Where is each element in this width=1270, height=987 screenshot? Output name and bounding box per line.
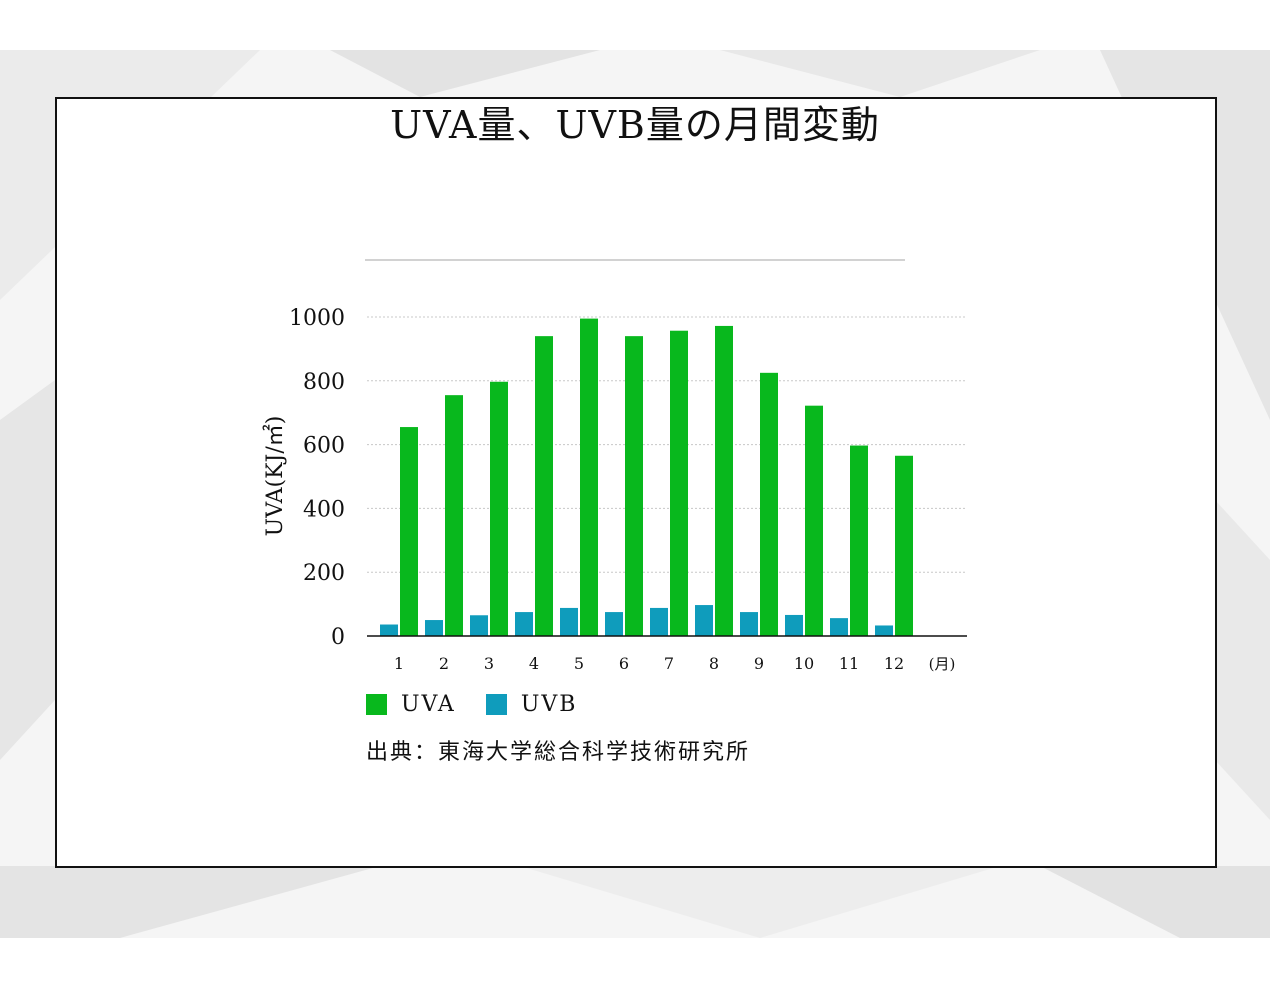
bar-uvb: [425, 620, 443, 636]
bar-uva: [535, 336, 553, 636]
bar-uva: [490, 381, 508, 636]
legend-item-uva: UVA: [366, 692, 456, 717]
x-tick-label: 12: [884, 654, 904, 673]
bar-uva: [580, 318, 598, 636]
bar-uvb: [740, 612, 758, 636]
bar-uva: [670, 330, 688, 636]
x-tick-label: 3: [484, 654, 494, 673]
x-tick-label: 6: [619, 654, 629, 673]
y-tick-label: 0: [331, 625, 345, 650]
legend-swatch-uva: [366, 694, 387, 715]
chart-title: UVA量、UVB量の月間変動: [390, 103, 880, 147]
bar-uva: [445, 395, 463, 636]
x-tick-label: 2: [439, 654, 449, 673]
bar-uva: [895, 455, 913, 636]
bar-uvb: [695, 605, 713, 636]
x-tick-label: 1: [394, 654, 404, 673]
bar-uvb: [470, 615, 488, 636]
y-axis-label: UVA(KJ/㎡): [262, 416, 288, 537]
x-tick-label: 7: [664, 654, 674, 673]
source-credit: 出典：東海大学総合科学技術研究所: [366, 740, 751, 765]
y-tick-label: 200: [303, 561, 345, 586]
y-tick-label: 1000: [289, 306, 345, 331]
y-tick-label: 400: [303, 497, 345, 522]
x-tick-label: 4: [529, 654, 539, 673]
bar-uva: [850, 445, 868, 636]
x-tick-label: 8: [709, 654, 719, 673]
x-axis-unit-label: (月): [929, 655, 956, 673]
x-tick-label: 5: [574, 654, 584, 673]
legend-label-uva: UVA: [401, 692, 456, 717]
bar-uvb: [605, 612, 623, 636]
legend-item-uvb: UVB: [485, 692, 578, 717]
x-tick-label: 11: [839, 654, 859, 673]
bar-uva: [760, 372, 778, 636]
x-tick-label: 9: [754, 654, 764, 673]
bar-uva: [400, 427, 418, 636]
bar-uva: [805, 405, 823, 636]
bar-uvb: [515, 612, 533, 636]
bar-uva: [715, 325, 733, 636]
y-tick-label: 600: [303, 434, 345, 459]
bar-uvb: [875, 625, 893, 636]
chart-legend: UVA UVB: [366, 692, 607, 717]
bar-uva: [625, 336, 643, 636]
bar-uvb: [830, 618, 848, 636]
bar-uvb: [785, 614, 803, 636]
bar-uvb: [650, 607, 668, 636]
x-tick-label: 10: [794, 654, 814, 673]
legend-swatch-uvb: [485, 694, 507, 715]
bar-uvb: [380, 624, 398, 636]
y-tick-label: 800: [303, 370, 345, 395]
bar-uvb: [560, 607, 578, 636]
legend-label-uvb: UVB: [520, 692, 578, 717]
title-divider: [365, 259, 905, 261]
